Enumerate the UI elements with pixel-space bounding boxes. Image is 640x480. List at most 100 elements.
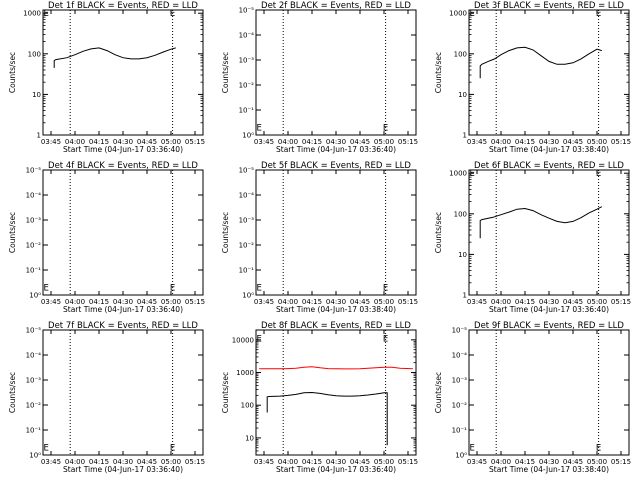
y-tick-label: 10⁻² <box>452 402 468 410</box>
y-tick-label: 10⁻² <box>26 402 42 410</box>
x-tick-label: 05:15 <box>398 458 418 466</box>
e-marker: E <box>44 9 49 19</box>
y-tick-label: 10⁰ <box>29 292 41 300</box>
x-axis-label: Start Time (04-Jun-17 03:36:40) <box>63 305 183 314</box>
e-marker: E <box>470 443 475 453</box>
y-tick-label: 10⁰ <box>242 292 254 300</box>
events-series-line <box>53 47 176 68</box>
x-tick-label: 05:00 <box>587 138 607 146</box>
x-tick-label: 04:45 <box>563 458 583 466</box>
plot-frame <box>42 329 204 456</box>
plot-frame <box>468 169 630 296</box>
y-tick-label: 10⁻³ <box>452 377 468 385</box>
x-tick-label: 04:00 <box>278 138 298 146</box>
x-tick-label: 03:45 <box>254 138 274 146</box>
y-tick-label: 10⁻⁴ <box>239 192 255 200</box>
x-tick-label: 04:15 <box>302 138 322 146</box>
x-tick-label: 05:00 <box>161 138 181 146</box>
x-axis-label: Start Time (04-Jun-17 03:38:40) <box>489 145 609 154</box>
plot-frame <box>255 9 417 136</box>
y-axis-label: Counts/sec <box>221 212 230 253</box>
y-tick-label: 10⁻² <box>26 242 42 250</box>
x-tick-label: 05:00 <box>161 298 181 306</box>
e-marker: E <box>383 283 388 293</box>
panel-det-8: Det 8f BLACK = Events, RED = LLD 03:45 04:… <box>221 321 418 474</box>
y-tick-label: 10⁻⁴ <box>26 192 42 200</box>
x-tick-label: 05:00 <box>374 138 394 146</box>
panel-det-5: Det 5f BLACK = Events, RED = LLD 03:45 04:… <box>221 161 418 314</box>
x-tick-label: 04:30 <box>113 298 133 306</box>
x-tick-label: 04:30 <box>113 458 133 466</box>
e-marker: E <box>257 334 262 344</box>
events-series-line <box>479 206 603 239</box>
y-tick-label: 10⁻¹ <box>26 267 42 275</box>
panel-det-4: Det 4f BLACK = Events, RED = LLD 03:45 04:… <box>8 161 205 314</box>
x-tick-label: 04:30 <box>326 138 346 146</box>
y-axis-label: Counts/sec <box>221 372 230 413</box>
e-marker: E <box>257 283 262 293</box>
x-axis-label: Start Time (04-Jun-17 03:38:40) <box>489 465 609 474</box>
x-tick-label: 04:15 <box>302 458 322 466</box>
x-tick-label: 03:45 <box>254 298 274 306</box>
y-tick-label: 100 <box>454 50 467 58</box>
x-tick-label: 04:30 <box>326 458 346 466</box>
y-tick-label: 10⁻⁴ <box>452 352 468 360</box>
e-marker: E <box>170 283 175 293</box>
x-tick-label: 04:45 <box>137 458 157 466</box>
panel-det-7: Det 7f BLACK = Events, RED = LLD 03:45 04:… <box>8 321 205 474</box>
e-marker: E <box>383 123 388 133</box>
y-tick-label: 10⁻¹ <box>239 267 255 275</box>
y-tick-label: 100 <box>454 210 467 218</box>
y-tick-label: 1 <box>463 132 467 140</box>
y-axis-label: Counts/sec <box>8 212 17 253</box>
e-marker: E <box>470 9 475 19</box>
y-tick-label: 10⁻⁴ <box>239 32 255 40</box>
y-tick-label: 10⁻⁵ <box>26 167 42 175</box>
x-tick-label: 03:45 <box>467 298 487 306</box>
panel-title: Det 7f BLACK = Events, RED = LLD <box>48 321 198 331</box>
y-tick-label: 10⁰ <box>242 132 254 140</box>
y-tick-label: 10 <box>32 91 41 99</box>
y-tick-label: 10⁻⁵ <box>452 327 468 335</box>
panel-det-3: Det 3f BLACK = Events, RED = LLD 03:45 04:… <box>434 1 631 154</box>
x-tick-label: 05:00 <box>374 458 394 466</box>
y-tick-label: 100 <box>28 50 41 58</box>
x-tick-label: 05:00 <box>374 298 394 306</box>
events-series-line <box>479 46 602 79</box>
x-tick-label: 04:15 <box>89 458 109 466</box>
y-tick-label: 10⁻³ <box>239 57 255 65</box>
y-tick-label: 10 <box>458 251 467 259</box>
y-tick-label: 10⁻¹ <box>239 107 255 115</box>
x-tick-label: 04:00 <box>65 138 85 146</box>
plot-frame <box>468 329 630 456</box>
y-axis-label: Counts/sec <box>434 52 443 93</box>
e-marker: E <box>170 9 175 19</box>
e-marker: E <box>383 334 388 344</box>
y-tick-label: 10⁻³ <box>26 217 42 225</box>
y-tick-label: 10⁻⁵ <box>239 167 255 175</box>
x-tick-label: 04:00 <box>278 458 298 466</box>
y-tick-label: 1000 <box>236 369 254 377</box>
y-tick-label: 1 <box>463 292 467 300</box>
y-tick-label: 10⁻⁵ <box>239 7 255 15</box>
y-tick-label: 1000 <box>449 170 467 178</box>
x-tick-label: 04:15 <box>89 138 109 146</box>
panel-det-9: Det 9f BLACK = Events, RED = LLD 03:45 04:… <box>434 321 631 474</box>
panel-title: Det 3f BLACK = Events, RED = LLD <box>474 1 624 11</box>
y-axis-label: Counts/sec <box>434 212 443 253</box>
y-tick-label: 10⁻³ <box>239 217 255 225</box>
y-axis-label: Counts/sec <box>8 372 17 413</box>
panel-title: Det 9f BLACK = Events, RED = LLD <box>474 321 624 331</box>
x-tick-label: 04:30 <box>326 298 346 306</box>
y-tick-label: 10⁻² <box>239 82 255 90</box>
y-tick-label: 10⁻¹ <box>452 427 468 435</box>
plot-frame <box>255 169 417 296</box>
x-axis-label: Start Time (04-Jun-17 03:38:40) <box>276 305 396 314</box>
y-tick-label: 100 <box>241 402 254 410</box>
x-tick-label: 04:45 <box>137 298 157 306</box>
x-tick-label: 04:45 <box>137 138 157 146</box>
x-tick-label: 05:15 <box>185 138 205 146</box>
y-axis-label: Counts/sec <box>434 372 443 413</box>
e-marker: E <box>470 169 475 179</box>
y-tick-label: 1 <box>37 132 41 140</box>
